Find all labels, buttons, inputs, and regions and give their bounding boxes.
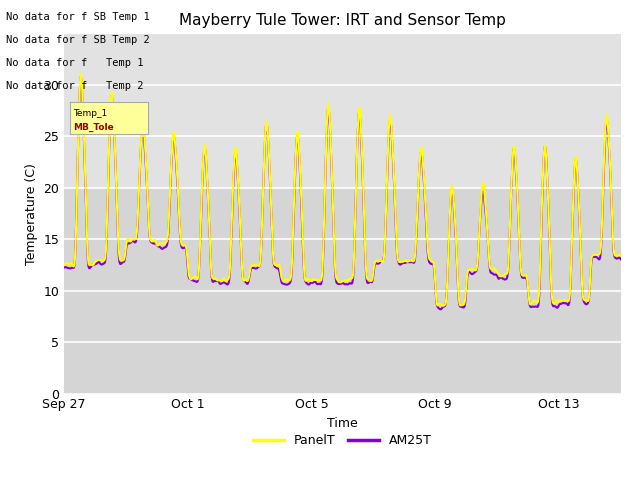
Y-axis label: Temperature (C): Temperature (C): [25, 163, 38, 264]
Text: No data for f SB Temp 1: No data for f SB Temp 1: [6, 12, 150, 22]
Legend: PanelT, AM25T: PanelT, AM25T: [248, 429, 437, 452]
Text: No data for f   Temp 1: No data for f Temp 1: [6, 58, 144, 68]
Title: Mayberry Tule Tower: IRT and Sensor Temp: Mayberry Tule Tower: IRT and Sensor Temp: [179, 13, 506, 28]
Text: No data for f SB Temp 2: No data for f SB Temp 2: [6, 35, 150, 45]
X-axis label: Time: Time: [327, 417, 358, 430]
Text: No data for f   Temp 2: No data for f Temp 2: [6, 81, 144, 91]
Bar: [64, 34, 621, 188]
Bar: [64, 188, 621, 394]
